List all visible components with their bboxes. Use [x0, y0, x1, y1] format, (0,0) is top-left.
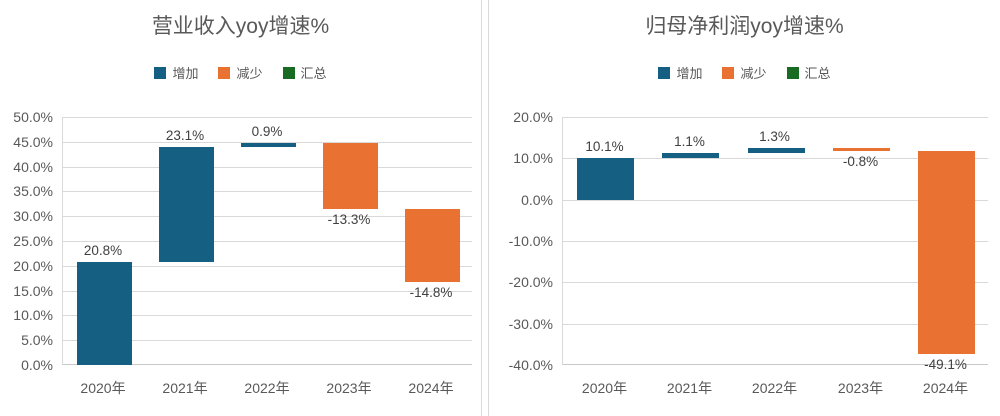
- legend-label-decrease: 减少: [740, 66, 767, 81]
- waterfall-bar-2024年: [405, 209, 460, 282]
- data-label: -49.1%: [924, 357, 967, 372]
- legend-item-total: 汇总: [282, 63, 327, 82]
- legend-label-increase: 增加: [676, 66, 703, 81]
- y-axis-tick-label: 0.0%: [521, 192, 553, 208]
- data-label: 1.1%: [674, 134, 705, 149]
- y-axis-tick-label: 20.0%: [513, 109, 553, 125]
- y-axis-tick-label: 0.0%: [21, 357, 53, 373]
- gridline: [63, 167, 472, 168]
- y-axis-tick-label: 25.0%: [13, 233, 53, 249]
- legend-label-increase: 增加: [172, 66, 199, 81]
- panel-divider: [481, 0, 489, 416]
- waterfall-bar-2024年: [918, 151, 975, 354]
- data-label: 23.1%: [165, 128, 205, 143]
- data-label: -14.8%: [409, 285, 453, 300]
- legend: 增加 减少 汇总: [0, 63, 481, 82]
- x-axis-category-label: 2024年: [922, 380, 969, 396]
- x-axis-category-label: 2022年: [244, 380, 290, 396]
- y-axis-tick-label: 45.0%: [13, 134, 53, 150]
- data-label: -0.8%: [842, 154, 879, 169]
- gridline: [563, 241, 988, 242]
- legend-item-increase: 增加: [658, 63, 702, 82]
- y-axis-tick-label: 30.0%: [13, 208, 53, 224]
- data-label: -13.3%: [327, 212, 371, 227]
- gridline: [63, 117, 472, 118]
- x-axis-category-label: 2020年: [581, 380, 628, 396]
- y-axis-tick-label: -10.0%: [508, 233, 553, 249]
- x-axis-category-label: 2024年: [408, 380, 454, 396]
- waterfall-bar-2021年: [662, 153, 719, 158]
- data-label: 0.9%: [251, 124, 283, 139]
- y-axis-tick-label: 40.0%: [13, 159, 53, 175]
- gridline: [63, 340, 472, 341]
- gridline: [63, 315, 472, 316]
- y-axis-tick-label: 5.0%: [21, 332, 53, 348]
- y-axis-tick-label: -40.0%: [508, 357, 553, 373]
- waterfall-bar-2023年: [323, 143, 378, 209]
- x-axis-category-label: 2021年: [162, 380, 208, 396]
- legend-swatch-decrease-icon: [722, 66, 735, 79]
- x-axis-category-label: 2022年: [751, 380, 798, 396]
- y-axis-tick-label: -30.0%: [508, 316, 553, 332]
- legend-item-total: 汇总: [786, 63, 831, 82]
- y-axis-tick-label: 10.0%: [513, 150, 553, 166]
- gridline: [563, 158, 988, 159]
- waterfall-bar-2022年: [748, 148, 805, 153]
- y-axis-tick-label: -20.0%: [508, 274, 553, 290]
- plot-area: [62, 117, 472, 365]
- legend-item-decrease: 减少: [218, 63, 263, 82]
- x-axis-category-label: 2020年: [80, 380, 126, 396]
- legend: 增加 减少 汇总: [489, 63, 1000, 82]
- waterfall-bar-2020年: [577, 158, 634, 200]
- legend-swatch-total-icon: [282, 66, 295, 79]
- chart-title: 归母净利润yoy增速%: [645, 15, 844, 38]
- waterfall-bar-2020年: [77, 262, 132, 365]
- y-axis-tick-label: 15.0%: [13, 283, 53, 299]
- gridline: [63, 216, 472, 217]
- gridline: [563, 200, 988, 201]
- plot-area: [562, 117, 988, 365]
- gridline: [63, 142, 472, 143]
- gridline: [63, 241, 472, 242]
- x-axis-category-label: 2023年: [837, 380, 884, 396]
- y-axis-tick-label: 35.0%: [13, 183, 53, 199]
- x-axis-category-label: 2021年: [666, 380, 713, 396]
- gridline: [63, 291, 472, 292]
- data-label: 20.8%: [83, 243, 123, 258]
- legend-label-decrease: 减少: [236, 66, 263, 81]
- gridline: [563, 282, 988, 283]
- gridline: [63, 191, 472, 192]
- gridline: [563, 324, 988, 325]
- data-label: 10.1%: [585, 139, 624, 154]
- legend-item-decrease: 减少: [722, 63, 767, 82]
- chart-revenue-yoy: 营业收入yoy增速% 增加 减少 汇总 0.0% 5.0% 10.0% 15.0% 20…: [0, 0, 481, 416]
- y-axis-tick-label: 20.0%: [13, 258, 53, 274]
- legend-swatch-increase-icon: [658, 66, 671, 79]
- x-axis-category-label: 2023年: [326, 380, 372, 396]
- gridline: [63, 266, 472, 267]
- waterfall-bar-2023年: [833, 148, 890, 151]
- legend-swatch-total-icon: [786, 66, 799, 79]
- waterfall-bar-2022年: [241, 143, 296, 147]
- legend-swatch-decrease-icon: [218, 66, 231, 79]
- legend-label-total: 汇总: [300, 66, 327, 81]
- waterfall-bar-2021年: [159, 147, 214, 262]
- y-axis-tick-label: 10.0%: [13, 307, 53, 323]
- y-axis-tick-label: 50.0%: [13, 109, 53, 125]
- legend-label-total: 汇总: [804, 66, 831, 81]
- chart-net-profit-yoy: 归母净利润yoy增速% 增加 减少 汇总 -40.0% -30.0% -20.0% -…: [489, 0, 1000, 416]
- data-label: 1.3%: [759, 129, 790, 144]
- legend-item-increase: 增加: [154, 63, 198, 82]
- gridline: [563, 117, 988, 118]
- chart-title: 营业收入yoy增速%: [151, 15, 330, 38]
- legend-swatch-increase-icon: [154, 66, 167, 79]
